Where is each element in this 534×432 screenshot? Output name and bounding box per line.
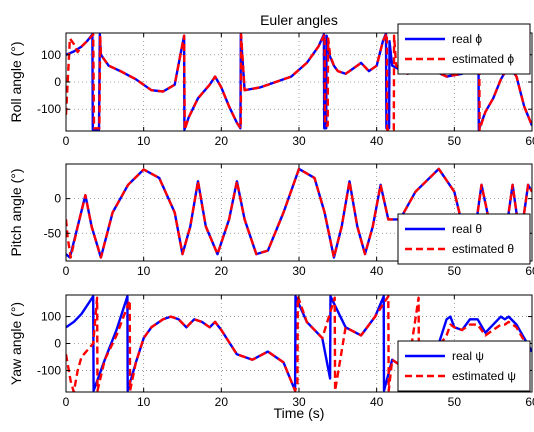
series-group bbox=[66, 33, 532, 131]
y-axis-label: Pitch angle (°) bbox=[8, 168, 24, 256]
x-tick-label: 20 bbox=[215, 264, 229, 278]
legend-box bbox=[397, 213, 531, 265]
subplot-3: 0 10 20 30 40 50 60 -100 0 100 Yaw angle (°) real ψ… bbox=[8, 294, 534, 409]
series-line-estimated bbox=[66, 33, 532, 131]
y-tick-label: -50 bbox=[44, 226, 62, 240]
legend-box bbox=[397, 340, 531, 392]
x-tick-label: 60 bbox=[525, 264, 534, 278]
x-tick-label: 20 bbox=[215, 395, 229, 409]
x-tick-label: 40 bbox=[370, 395, 384, 409]
x-tick-label: 0 bbox=[63, 134, 70, 148]
y-tick-label: 0 bbox=[54, 192, 61, 206]
subplot-2: 0 10 20 30 40 50 60 -50 0 Pitch angle (°) real θ es… bbox=[8, 163, 534, 278]
y-tick-label: 0 bbox=[54, 75, 61, 89]
legend-label-real: real ϕ bbox=[452, 32, 482, 46]
legend-label-real: real ψ bbox=[452, 349, 484, 363]
series-line-estimated bbox=[66, 295, 532, 392]
y-axis-label: Yaw angle (°) bbox=[8, 302, 24, 385]
x-tick-label: 10 bbox=[137, 395, 151, 409]
y-tick-label: 100 bbox=[41, 48, 61, 62]
legend-label-real: real θ bbox=[452, 222, 482, 236]
figure-xlabel: Time (s) bbox=[274, 405, 325, 421]
x-tick-label: 50 bbox=[448, 134, 462, 148]
y-tick-label: -100 bbox=[37, 102, 61, 116]
y-tick-label: 100 bbox=[41, 310, 61, 324]
x-tick-label: 50 bbox=[448, 395, 462, 409]
x-tick-label: 10 bbox=[137, 264, 151, 278]
x-tick-label: 10 bbox=[137, 134, 151, 148]
legend: real ψ estimated ψ bbox=[397, 340, 531, 392]
x-tick-label: 0 bbox=[63, 395, 70, 409]
legend-label-estimated: estimated ψ bbox=[452, 369, 516, 383]
x-tick-label: 30 bbox=[292, 395, 306, 409]
legend: real ϕ estimated ϕ bbox=[397, 23, 531, 75]
x-tick-label: 30 bbox=[292, 134, 306, 148]
legend: real θ estimated θ bbox=[397, 213, 531, 265]
x-tick-label: 60 bbox=[525, 395, 534, 409]
x-tick-label: 0 bbox=[63, 264, 70, 278]
x-tick-label: 30 bbox=[292, 264, 306, 278]
y-tick-label: 0 bbox=[54, 337, 61, 351]
legend-label-estimated: estimated ϕ bbox=[452, 52, 514, 66]
x-tick-label: 60 bbox=[525, 134, 534, 148]
series-group bbox=[66, 295, 532, 392]
x-tick-label: 50 bbox=[448, 264, 462, 278]
subplot-1: 0 10 20 30 40 50 60 -100 0 100 Roll angle (°) real … bbox=[8, 23, 534, 148]
x-tick-label: 20 bbox=[215, 134, 229, 148]
x-tick-label: 40 bbox=[370, 264, 384, 278]
y-tick-label: -100 bbox=[37, 363, 61, 377]
x-tick-label: 40 bbox=[370, 134, 384, 148]
legend-label-estimated: estimated θ bbox=[452, 242, 514, 256]
legend-box bbox=[397, 23, 531, 75]
y-axis-label: Roll angle (°) bbox=[8, 41, 24, 122]
figure-title: Euler angles bbox=[260, 12, 338, 28]
